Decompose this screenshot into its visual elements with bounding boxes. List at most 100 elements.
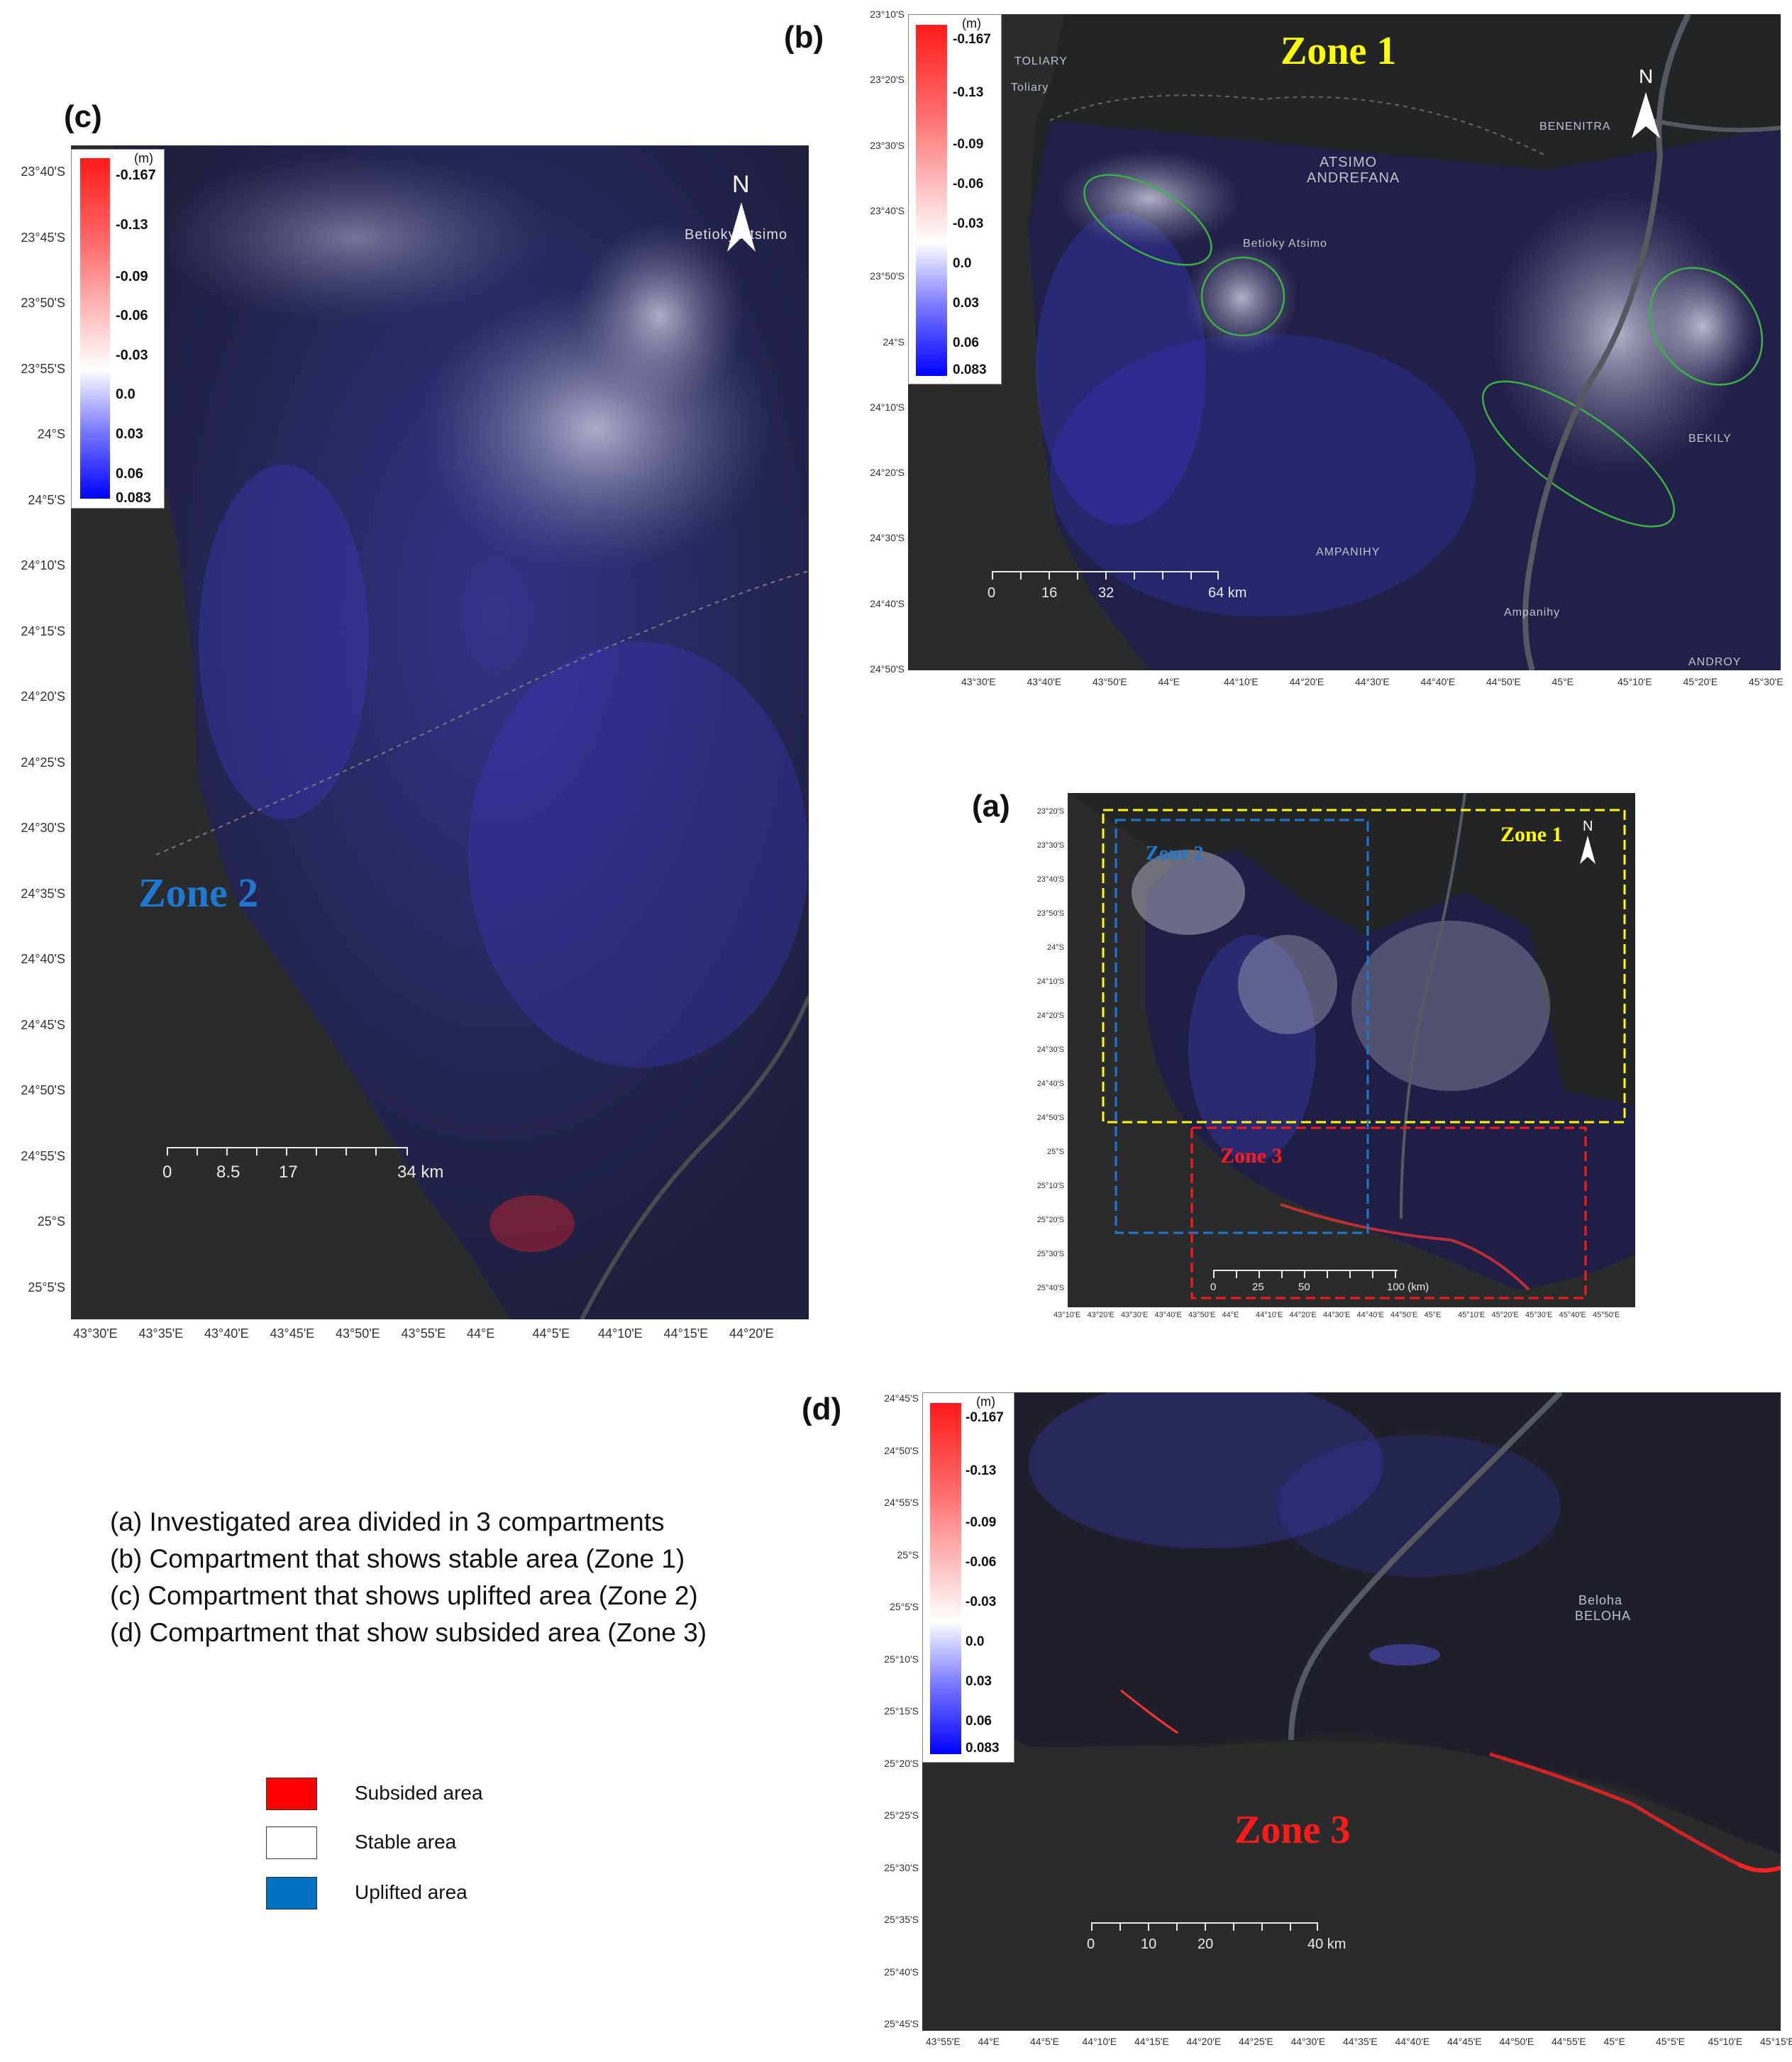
- lat-tick-label: 24°50'S: [884, 1444, 919, 1456]
- lon-tick-label: 43°30'E: [961, 676, 996, 687]
- panel-a-map: Zone 1 Zone 2 Zone 3 N 0 25 50 100 (km): [1068, 793, 1635, 1307]
- lat-tick-label: 23°50'S: [21, 296, 65, 310]
- lat-tick-label: 25°35'S: [884, 1914, 919, 1925]
- lon-tick-label: 44°20'E: [1186, 2036, 1222, 2047]
- zone-2-label: Zone 2: [1146, 843, 1204, 865]
- panel-c-map: (m) -0.167 -0.13 -0.09 -0.06 -0.03 0.0 0…: [71, 145, 809, 1319]
- panel-d-colorbar: (m) -0.167 -0.13 -0.09 -0.06 -0.03 0.0 0…: [922, 1392, 1014, 1763]
- lat-tick-label: 23°20'S: [870, 74, 905, 86]
- panel-b-map: (m) -0.167 -0.13 -0.09 -0.06 -0.03 0.0 0…: [908, 14, 1781, 670]
- scale-label: 16: [1041, 585, 1058, 601]
- lat-tick-label: 24°20'S: [21, 689, 65, 704]
- lon-tick-label: 43°50'E: [336, 1326, 380, 1341]
- lat-tick-label: 24°50'S: [1036, 1114, 1064, 1122]
- lat-tick-label: 24°50'S: [870, 663, 905, 675]
- lon-tick-label: 44°40'E: [1356, 1311, 1384, 1319]
- lat-tick-label: 25°S: [897, 1548, 919, 1561]
- lon-tick-label: 45°5'E: [1656, 2036, 1685, 2047]
- lat-tick-label: 24°55'S: [21, 1148, 65, 1163]
- panel-b-terrain: [908, 14, 1781, 670]
- colorbar-value: -0.167: [116, 167, 156, 183]
- lat-tick-label: 23°40'S: [1036, 875, 1064, 884]
- colorbar-value: -0.03: [116, 348, 148, 363]
- lon-tick-label: 45°30'E: [1525, 1311, 1553, 1319]
- place-label: Betioky Atsimo: [685, 227, 788, 243]
- lon-tick-label: 44°30'E: [1323, 1311, 1351, 1319]
- lat-tick-label: 25°20'S: [1036, 1216, 1064, 1224]
- scale-label: 32: [1098, 585, 1115, 601]
- key-label: Stable area: [355, 1831, 457, 1853]
- lon-tick-label: 45°10'E: [1708, 2036, 1743, 2047]
- colorbar-unit: (m): [962, 16, 981, 31]
- colorbar-value: -0.09: [116, 269, 148, 284]
- lon-tick-label: 45°E: [1424, 1311, 1442, 1319]
- colorbar-unit: (m): [134, 151, 153, 165]
- lat-tick-label: 25°5'S: [890, 1601, 919, 1612]
- caption-line: (a) Investigated area divided in 3 compa…: [110, 1507, 665, 1536]
- colorbar-value: 0.03: [116, 426, 143, 442]
- lat-tick-label: 25°S: [37, 1214, 65, 1229]
- lon-tick-label: 44°50'E: [1486, 676, 1521, 687]
- lon-tick-label: 43°30'E: [1121, 1311, 1149, 1319]
- place-label: ANDROY: [1688, 656, 1742, 668]
- lon-tick-label: 44°50'E: [1499, 2036, 1534, 2047]
- scale-label: 25: [1252, 1281, 1264, 1293]
- lat-tick-label: 25°40'S: [1036, 1284, 1064, 1292]
- zone-3-label: Zone 3: [1220, 1144, 1283, 1168]
- lat-tick-label: 25°10'S: [1036, 1182, 1064, 1190]
- lat-tick-label: 24°10'S: [1036, 977, 1064, 986]
- lon-tick-label: 44°5'E: [532, 1326, 570, 1341]
- panel-c-terrain: [71, 145, 809, 1319]
- key-label: Subsided area: [355, 1782, 483, 1804]
- colorbar-value: -0.03: [953, 216, 984, 231]
- lon-tick-label: 45°30'E: [1749, 676, 1783, 687]
- lat-tick-label: 24°S: [37, 427, 65, 441]
- lon-tick-label: 44°50'E: [1390, 1311, 1418, 1319]
- lat-tick-label: 23°50'S: [870, 270, 905, 282]
- lon-tick-label: 44°10'E: [1082, 2036, 1117, 2047]
- panel-c-letter: (c): [64, 99, 102, 134]
- lon-tick-label: 45°20'E: [1491, 1311, 1519, 1319]
- colorbar-value: -0.167: [953, 32, 991, 47]
- colorbar-unit: (m): [976, 1395, 995, 1409]
- caption-line: (d) Compartment that show subsided area …: [110, 1618, 707, 1647]
- lon-tick-label: 43°45'E: [270, 1326, 315, 1341]
- lon-tick-label: 44°E: [978, 2036, 1000, 2047]
- lat-tick-label: 25°25'S: [884, 1809, 919, 1821]
- lon-tick-label: 45°10'E: [1458, 1311, 1486, 1319]
- colorbar-value: 0.0: [953, 256, 972, 271]
- lon-tick-label: 45°E: [1603, 2036, 1626, 2047]
- lat-tick-label: 24°S: [883, 336, 905, 348]
- lat-tick-label: 23°45'S: [21, 230, 65, 245]
- lon-tick-label: 44°5'E: [1030, 2036, 1059, 2047]
- lat-tick-label: 23°30'S: [1036, 841, 1064, 850]
- lat-tick-label: 25°15'S: [884, 1705, 919, 1717]
- lon-tick-label: 44°20'E: [1289, 1311, 1317, 1319]
- lon-tick-label: 44°25'E: [1239, 2036, 1273, 2047]
- lon-tick-label: 44°55'E: [1552, 2036, 1586, 2047]
- lon-tick-label: 44°30'E: [1290, 2036, 1326, 2047]
- lat-tick-label: 24°50'S: [21, 1083, 65, 1097]
- zone-2-box: [1115, 819, 1369, 1234]
- panel-a-scale-bar: 0 25 50 100 (km): [1210, 1270, 1429, 1298]
- lat-tick-label: 25°40'S: [884, 1966, 919, 1978]
- lat-tick-label: 24°40'S: [1036, 1080, 1064, 1088]
- lon-tick-label: 44°E: [1222, 1311, 1239, 1319]
- colorbar-value: -0.06: [116, 308, 148, 323]
- lon-tick-label: 44°10'E: [1224, 676, 1259, 687]
- colorbar-value: 0.083: [116, 490, 152, 506]
- panel-d-scale-bar: 0 10 20 40 km: [1087, 1922, 1346, 1958]
- place-label: Beloha: [1578, 1593, 1623, 1607]
- lon-tick-label: 43°40'E: [1027, 676, 1062, 687]
- lon-tick-label: 43°35'E: [138, 1326, 184, 1341]
- caption-line: (c) Compartment that shows uplifted area…: [110, 1581, 698, 1610]
- panel-a-letter: (a): [972, 789, 1010, 824]
- lat-tick-label: 24°20'S: [1036, 1011, 1064, 1020]
- panel-a-terrain: [1068, 793, 1635, 1307]
- lon-tick-label: 43°40'E: [1154, 1311, 1182, 1319]
- place-label: Ampanihy: [1504, 606, 1561, 619]
- lat-tick-label: 23°30'S: [870, 139, 905, 151]
- lon-tick-label: 43°30'E: [73, 1326, 118, 1341]
- lat-tick-label: 25°30'S: [1036, 1250, 1064, 1258]
- place-label: ATSIMO: [1320, 155, 1378, 170]
